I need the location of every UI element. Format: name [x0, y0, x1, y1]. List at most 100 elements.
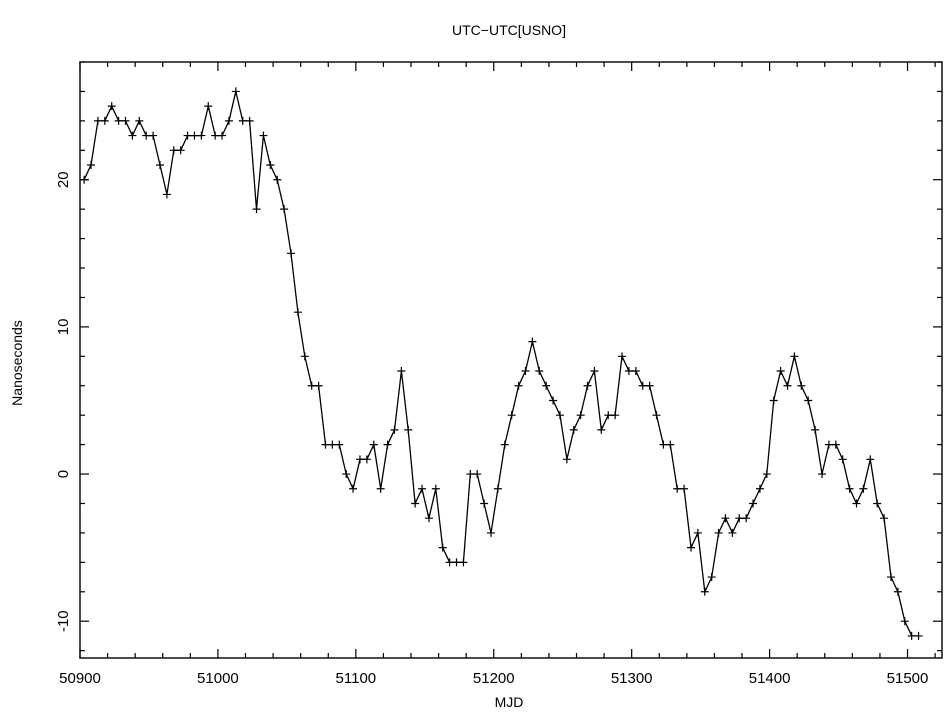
data-point [769, 396, 778, 405]
data-point [438, 543, 447, 552]
data-point [176, 146, 185, 155]
data-point [431, 484, 440, 493]
x-tick-label: 51000 [197, 670, 239, 687]
data-point [100, 116, 109, 125]
data-point [776, 367, 785, 376]
data-point [231, 87, 240, 96]
data-point [162, 190, 171, 199]
data-point [783, 381, 792, 390]
data-point [845, 484, 854, 493]
data-point [818, 470, 827, 479]
y-tick-label: -10 [55, 610, 72, 632]
data-point [245, 116, 254, 125]
data-point [549, 396, 558, 405]
data-point [342, 470, 351, 479]
data-point [135, 116, 144, 125]
data-point [528, 337, 537, 346]
data-point [376, 484, 385, 493]
data-series [80, 87, 923, 640]
data-point [259, 131, 268, 140]
data-point [114, 116, 123, 125]
data-point [197, 131, 206, 140]
data-point [866, 455, 875, 464]
data-point [624, 367, 633, 376]
data-point [714, 528, 723, 537]
data-point [169, 146, 178, 155]
data-point [411, 499, 420, 508]
data-point [645, 381, 654, 390]
x-tick-label: 51200 [473, 670, 515, 687]
data-point [618, 352, 627, 361]
data-point [459, 558, 468, 567]
data-point [673, 484, 682, 493]
data-point [659, 440, 668, 449]
data-point [907, 631, 916, 640]
data-point [390, 425, 399, 434]
data-point [87, 161, 96, 170]
x-tick-label: 51300 [611, 670, 653, 687]
data-point [128, 131, 137, 140]
data-point [218, 131, 227, 140]
data-point [80, 175, 89, 184]
data-point [666, 440, 675, 449]
data-point [121, 116, 130, 125]
data-point [707, 573, 716, 582]
data-point [700, 587, 709, 596]
data-point [838, 455, 847, 464]
data-point [749, 499, 758, 508]
data-point [852, 499, 861, 508]
data-point [535, 367, 544, 376]
data-point [811, 425, 820, 434]
data-point [480, 499, 489, 508]
data-point [507, 411, 516, 420]
data-point [590, 367, 599, 376]
data-point [321, 440, 330, 449]
data-point [914, 631, 923, 640]
data-point [142, 131, 151, 140]
chart-title: UTC−UTC[USNO] [452, 22, 566, 38]
data-point [686, 543, 695, 552]
x-axis-label: MJD [495, 694, 524, 710]
data-point [493, 484, 502, 493]
data-point [797, 381, 806, 390]
x-tick-label: 51500 [887, 670, 929, 687]
data-point [107, 102, 116, 111]
data-point [183, 131, 192, 140]
data-point [652, 411, 661, 420]
data-point [804, 396, 813, 405]
plot-frame [79, 61, 943, 659]
data-point [742, 514, 751, 523]
data-point [190, 131, 199, 140]
data-point [300, 352, 309, 361]
y-tick-label: 0 [55, 470, 72, 478]
data-point [824, 440, 833, 449]
data-point [900, 617, 909, 626]
data-point [204, 102, 213, 111]
x-tick-label: 50900 [59, 670, 101, 687]
data-point [569, 425, 578, 434]
data-point [266, 161, 275, 170]
data-point [287, 249, 296, 258]
data-point [224, 116, 233, 125]
data-point [362, 455, 371, 464]
data-point [873, 499, 882, 508]
data-point [466, 470, 475, 479]
data-point [893, 587, 902, 596]
data-point [473, 470, 482, 479]
data-point [721, 514, 730, 523]
data-point [418, 484, 427, 493]
data-point [604, 411, 613, 420]
data-point [611, 411, 620, 420]
data-point [859, 484, 868, 493]
y-tick-label: 10 [55, 319, 72, 336]
data-point [487, 528, 496, 537]
data-point [328, 440, 337, 449]
data-point [383, 440, 392, 449]
data-point [424, 514, 433, 523]
data-point [397, 367, 406, 376]
data-point [335, 440, 344, 449]
data-point [583, 381, 592, 390]
data-point [728, 528, 737, 537]
data-point [369, 440, 378, 449]
data-point [404, 425, 413, 434]
